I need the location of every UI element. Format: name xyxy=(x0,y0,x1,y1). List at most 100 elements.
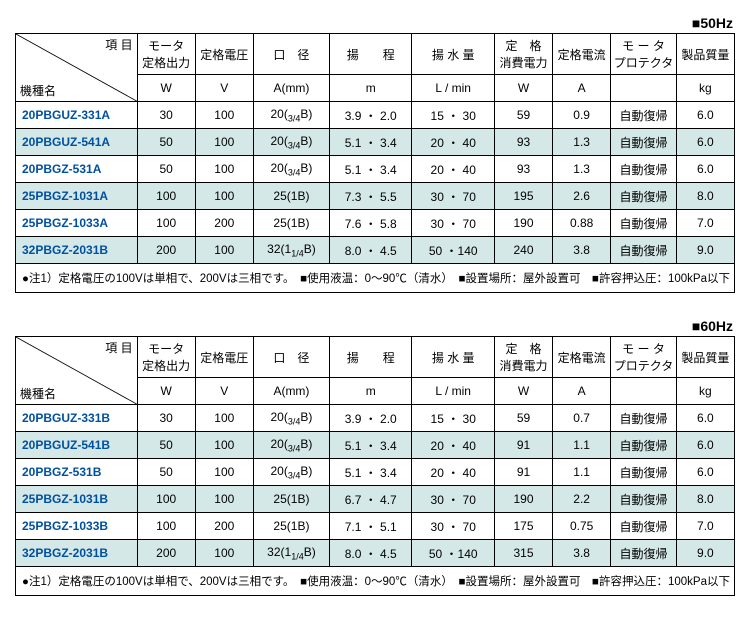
data-cell: 100 xyxy=(195,237,253,264)
data-cell: 30 ・ 70 xyxy=(412,183,494,210)
col-header: 揚 程 xyxy=(330,34,412,75)
header-row-1: 項 目機種名モータ定格出力定格電圧口 径揚 程揚 水 量定 格消費電力定格電流モ… xyxy=(16,34,735,75)
col-header: 定 格消費電力 xyxy=(494,337,552,378)
unit-header: A(mm) xyxy=(253,75,329,102)
data-cell: 20 ・ 40 xyxy=(412,432,494,459)
diagonal-header: 項 目機種名 xyxy=(16,34,138,102)
data-cell: 100 xyxy=(195,540,253,567)
data-cell: 5.1 ・ 3.4 xyxy=(330,156,412,183)
unit-header: W xyxy=(494,75,552,102)
data-cell: 50 ・140 xyxy=(412,237,494,264)
data-cell: 100 xyxy=(195,129,253,156)
col-header: 製品質量 xyxy=(676,34,734,75)
data-cell: 20(3/4B) xyxy=(253,156,329,183)
data-cell: 3.8 xyxy=(553,237,611,264)
model-cell: 25PBGZ-1033B xyxy=(16,513,138,540)
col-header: モ ー タプロテクタ xyxy=(611,337,677,378)
data-cell: 20(3/4B) xyxy=(253,405,329,432)
data-cell: 8.0 ・ 4.5 xyxy=(330,540,412,567)
data-cell: 50 xyxy=(137,459,195,486)
diagonal-header: 項 目機種名 xyxy=(16,337,138,405)
table-row: 25PBGZ-1031B10010025(1B)6.7 ・ 4.730 ・ 70… xyxy=(16,486,735,513)
col-header: 定格電圧 xyxy=(195,34,253,75)
data-cell: 20(3/4B) xyxy=(253,459,329,486)
data-cell: 6.0 xyxy=(676,432,734,459)
col-header: 揚 水 量 xyxy=(412,34,494,75)
model-cell: 20PBGUZ-331B xyxy=(16,405,138,432)
model-cell: 32PBGZ-2031B xyxy=(16,540,138,567)
data-cell: 0.9 xyxy=(553,102,611,129)
data-cell: 91 xyxy=(494,459,552,486)
data-cell: 93 xyxy=(494,129,552,156)
data-cell: 5.1 ・ 3.4 xyxy=(330,459,412,486)
data-cell: 190 xyxy=(494,486,552,513)
data-cell: 30 xyxy=(137,405,195,432)
notes-row: ●注1）定格電圧の100Vは単相で、200Vは三相です。 ■使用液温：0～90℃… xyxy=(16,264,735,293)
spec-table: 項 目機種名モータ定格出力定格電圧口 径揚 程揚 水 量定 格消費電力定格電流モ… xyxy=(15,336,735,596)
data-cell: 20(3/4B) xyxy=(253,432,329,459)
data-cell: 自動復帰 xyxy=(611,459,677,486)
data-cell: 9.0 xyxy=(676,237,734,264)
unit-header: A xyxy=(553,378,611,405)
data-cell: 3.8 xyxy=(553,540,611,567)
data-cell: 50 xyxy=(137,432,195,459)
data-cell: 240 xyxy=(494,237,552,264)
notes-row: ●注1）定格電圧の100Vは単相で、200Vは三相です。 ■使用液温：0～90℃… xyxy=(16,567,735,596)
table-row: 20PBGUZ-331A3010020(3/4B)3.9 ・ 2.015 ・ 3… xyxy=(16,102,735,129)
unit-header: W xyxy=(494,378,552,405)
data-cell: 100 xyxy=(195,405,253,432)
data-cell: 200 xyxy=(195,513,253,540)
data-cell: 6.0 xyxy=(676,156,734,183)
data-cell: 1.1 xyxy=(553,432,611,459)
data-cell: 8.0 ・ 4.5 xyxy=(330,237,412,264)
data-cell: 200 xyxy=(137,540,195,567)
unit-header: kg xyxy=(676,75,734,102)
data-cell: 0.7 xyxy=(553,405,611,432)
unit-header xyxy=(611,378,677,405)
data-cell: 50 xyxy=(137,129,195,156)
data-cell: 7.3 ・ 5.5 xyxy=(330,183,412,210)
spec-table: 項 目機種名モータ定格出力定格電圧口 径揚 程揚 水 量定 格消費電力定格電流モ… xyxy=(15,33,735,293)
unit-header: kg xyxy=(676,378,734,405)
data-cell: 195 xyxy=(494,183,552,210)
unit-header: V xyxy=(195,378,253,405)
data-cell: 自動復帰 xyxy=(611,540,677,567)
model-cell: 32PBGZ-2031B xyxy=(16,237,138,264)
data-cell: 自動復帰 xyxy=(611,156,677,183)
data-cell: 7.6 ・ 5.8 xyxy=(330,210,412,237)
data-cell: 59 xyxy=(494,405,552,432)
model-cell: 25PBGZ-1033A xyxy=(16,210,138,237)
data-cell: 25(1B) xyxy=(253,210,329,237)
data-cell: 100 xyxy=(137,513,195,540)
col-header: 揚 水 量 xyxy=(412,337,494,378)
data-cell: 8.0 xyxy=(676,183,734,210)
col-header: 口 径 xyxy=(253,34,329,75)
data-cell: 3.9 ・ 2.0 xyxy=(330,405,412,432)
data-cell: 自動復帰 xyxy=(611,237,677,264)
data-cell: 50 xyxy=(137,156,195,183)
data-cell: 自動復帰 xyxy=(611,183,677,210)
col-header: モータ定格出力 xyxy=(137,34,195,75)
data-cell: 25(1B) xyxy=(253,486,329,513)
data-cell: 5.1 ・ 3.4 xyxy=(330,432,412,459)
model-cell: 20PBGZ-531B xyxy=(16,459,138,486)
data-cell: 20(3/4B) xyxy=(253,129,329,156)
unit-header: m xyxy=(330,378,412,405)
table-row: 32PBGZ-2031B20010032(11/4B)8.0 ・ 4.550 ・… xyxy=(16,540,735,567)
data-cell: 6.0 xyxy=(676,102,734,129)
model-cell: 25PBGZ-1031B xyxy=(16,486,138,513)
col-header: モータ定格出力 xyxy=(137,337,195,378)
col-header: 製品質量 xyxy=(676,337,734,378)
freq-label: ■50Hz xyxy=(15,15,735,31)
table-row: 20PBGZ-531A5010020(3/4B)5.1 ・ 3.420 ・ 40… xyxy=(16,156,735,183)
table-row: 25PBGZ-1031A10010025(1B)7.3 ・ 5.530 ・ 70… xyxy=(16,183,735,210)
data-cell: 175 xyxy=(494,513,552,540)
data-cell: 自動復帰 xyxy=(611,129,677,156)
unit-header: V xyxy=(195,75,253,102)
freq-label: ■60Hz xyxy=(15,318,735,334)
data-cell: 100 xyxy=(195,183,253,210)
data-cell: 100 xyxy=(137,486,195,513)
data-cell: 0.75 xyxy=(553,513,611,540)
data-cell: 自動復帰 xyxy=(611,513,677,540)
data-cell: 自動復帰 xyxy=(611,486,677,513)
